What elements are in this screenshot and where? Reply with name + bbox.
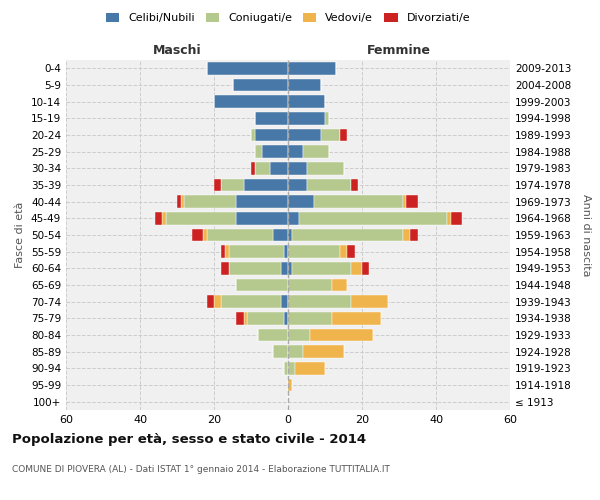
Bar bbox=[288, 279, 332, 291]
Bar bbox=[244, 312, 247, 324]
Bar bbox=[177, 196, 181, 208]
Legend: Celibi/Nubili, Coniugati/e, Vedovi/e, Divorziati/e: Celibi/Nubili, Coniugati/e, Vedovi/e, Di… bbox=[101, 8, 475, 28]
Bar bbox=[206, 296, 214, 308]
Bar bbox=[181, 196, 184, 208]
Bar bbox=[288, 129, 322, 141]
Bar bbox=[351, 262, 362, 274]
Bar bbox=[221, 262, 229, 274]
Bar bbox=[410, 229, 418, 241]
Bar bbox=[236, 212, 288, 224]
Bar bbox=[221, 179, 244, 192]
Bar bbox=[233, 79, 288, 92]
Bar bbox=[236, 312, 244, 324]
Bar bbox=[292, 262, 351, 274]
Bar bbox=[184, 196, 236, 208]
Bar bbox=[288, 62, 336, 74]
Bar bbox=[225, 246, 229, 258]
Bar bbox=[273, 229, 288, 241]
Bar bbox=[288, 379, 292, 391]
Text: COMUNE DI PIOVERA (AL) - Dati ISTAT 1° gennaio 2014 - Elaborazione TUTTITALIA.IT: COMUNE DI PIOVERA (AL) - Dati ISTAT 1° g… bbox=[12, 466, 390, 474]
Bar bbox=[236, 196, 288, 208]
Bar bbox=[288, 146, 303, 158]
Bar bbox=[214, 296, 221, 308]
Bar bbox=[288, 246, 340, 258]
Bar bbox=[340, 129, 347, 141]
Bar bbox=[299, 212, 447, 224]
Bar bbox=[229, 262, 281, 274]
Bar bbox=[351, 179, 358, 192]
Bar bbox=[288, 312, 332, 324]
Bar bbox=[269, 162, 288, 174]
Bar bbox=[403, 196, 406, 208]
Bar bbox=[332, 279, 347, 291]
Bar bbox=[155, 212, 162, 224]
Bar bbox=[288, 296, 351, 308]
Bar bbox=[255, 146, 262, 158]
Bar bbox=[221, 246, 225, 258]
Bar bbox=[292, 229, 403, 241]
Bar bbox=[284, 246, 288, 258]
Bar bbox=[322, 129, 340, 141]
Bar bbox=[310, 329, 373, 341]
Bar bbox=[273, 346, 288, 358]
Bar bbox=[229, 246, 284, 258]
Bar bbox=[288, 162, 307, 174]
Bar bbox=[251, 162, 254, 174]
Bar bbox=[406, 196, 418, 208]
Bar bbox=[166, 212, 236, 224]
Bar bbox=[288, 229, 292, 241]
Bar bbox=[244, 179, 288, 192]
Bar bbox=[288, 179, 307, 192]
Bar bbox=[303, 346, 343, 358]
Bar bbox=[347, 246, 355, 258]
Bar bbox=[214, 179, 221, 192]
Bar bbox=[262, 146, 288, 158]
Bar bbox=[351, 296, 388, 308]
Bar bbox=[307, 179, 351, 192]
Bar bbox=[281, 296, 288, 308]
Bar bbox=[254, 162, 269, 174]
Bar bbox=[254, 112, 288, 124]
Text: Maschi: Maschi bbox=[152, 44, 202, 57]
Bar bbox=[251, 129, 254, 141]
Bar bbox=[284, 312, 288, 324]
Bar bbox=[447, 212, 451, 224]
Text: Femmine: Femmine bbox=[367, 44, 431, 57]
Bar bbox=[288, 212, 299, 224]
Bar bbox=[295, 362, 325, 374]
Bar bbox=[281, 262, 288, 274]
Bar bbox=[247, 312, 284, 324]
Bar bbox=[303, 146, 329, 158]
Y-axis label: Anni di nascita: Anni di nascita bbox=[581, 194, 591, 276]
Bar bbox=[362, 262, 370, 274]
Bar bbox=[403, 229, 410, 241]
Bar bbox=[288, 196, 314, 208]
Bar bbox=[288, 346, 303, 358]
Bar bbox=[236, 279, 288, 291]
Bar bbox=[288, 112, 325, 124]
Bar bbox=[203, 229, 206, 241]
Bar bbox=[221, 296, 281, 308]
Y-axis label: Fasce di età: Fasce di età bbox=[16, 202, 25, 268]
Bar bbox=[192, 229, 203, 241]
Text: Popolazione per età, sesso e stato civile - 2014: Popolazione per età, sesso e stato civil… bbox=[12, 432, 366, 446]
Bar bbox=[288, 262, 292, 274]
Bar bbox=[288, 96, 325, 108]
Bar bbox=[307, 162, 343, 174]
Bar bbox=[288, 79, 322, 92]
Bar bbox=[206, 229, 273, 241]
Bar bbox=[314, 196, 403, 208]
Bar bbox=[259, 329, 288, 341]
Bar bbox=[162, 212, 166, 224]
Bar bbox=[340, 246, 347, 258]
Bar bbox=[288, 329, 310, 341]
Bar bbox=[325, 112, 329, 124]
Bar bbox=[206, 62, 288, 74]
Bar bbox=[214, 96, 288, 108]
Bar bbox=[284, 362, 288, 374]
Bar bbox=[451, 212, 462, 224]
Bar bbox=[254, 129, 288, 141]
Bar bbox=[332, 312, 380, 324]
Bar bbox=[288, 362, 295, 374]
